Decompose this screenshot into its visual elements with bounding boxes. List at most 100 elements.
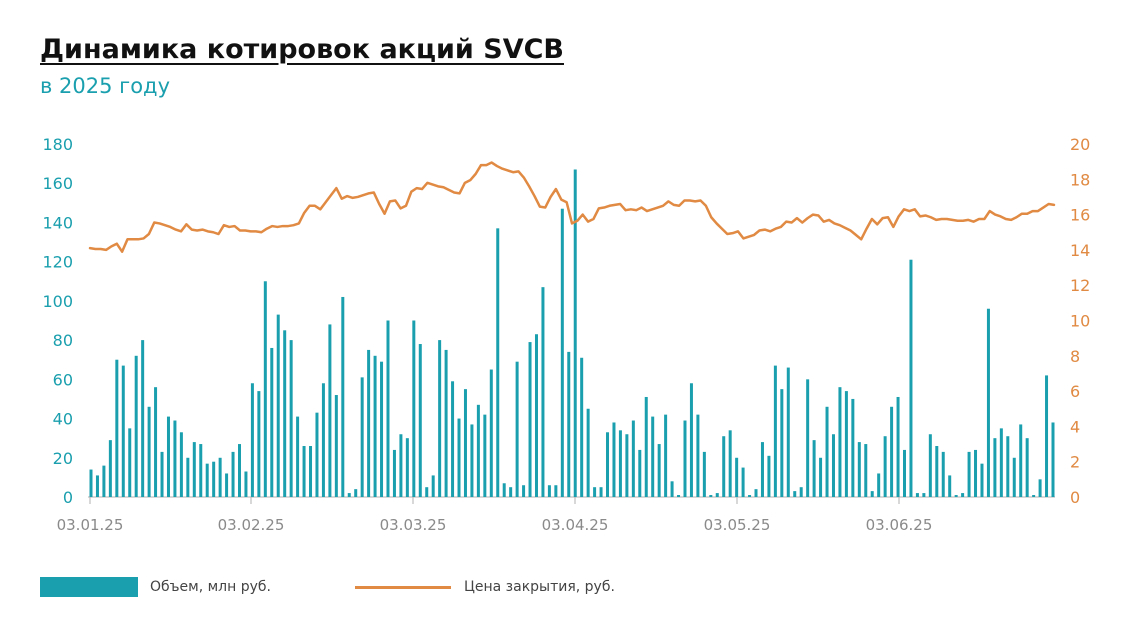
volume-bar <box>1025 438 1029 497</box>
volume-bar <box>593 487 597 497</box>
volume-bar <box>896 396 900 497</box>
y-right-tick-label: 4 <box>1070 417 1080 436</box>
volume-bar <box>367 349 371 497</box>
y-right-tick-label: 0 <box>1070 488 1080 507</box>
volume-bar <box>709 495 713 497</box>
y-right-tick-label: 8 <box>1070 347 1080 366</box>
volume-bar <box>670 481 674 497</box>
volume-bar <box>851 398 855 497</box>
volume-bar <box>380 361 384 497</box>
legend-price-label: Цена закрытия, руб. <box>464 579 615 595</box>
volume-bar <box>386 320 390 497</box>
volume-bar <box>418 344 422 497</box>
y-right-tick-label: 10 <box>1070 312 1090 331</box>
volume-bar <box>257 391 261 497</box>
volume-bar <box>980 463 984 497</box>
volume-bar <box>819 457 823 497</box>
volume-bar <box>890 406 894 497</box>
volume-bar <box>961 493 965 497</box>
volume-bar <box>1032 495 1036 497</box>
volume-bar <box>812 440 816 497</box>
volume-bar <box>438 340 442 497</box>
y-left-tick-label: 40 <box>53 410 73 429</box>
volume-bar <box>760 442 764 497</box>
volume-bar <box>373 355 377 497</box>
volume-bar <box>238 444 241 497</box>
x-tick-label: 03.03.25 <box>380 516 447 534</box>
volume-bar <box>903 449 906 497</box>
y-left-tick-label: 0 <box>63 488 73 507</box>
volume-bar <box>974 449 978 497</box>
volume-bar <box>954 495 958 497</box>
volume-bar <box>754 489 758 497</box>
volume-bar <box>102 465 106 497</box>
volume-bar <box>606 432 610 497</box>
volume-bar <box>638 449 642 497</box>
volume-bar <box>392 449 396 497</box>
volume-bar <box>935 446 939 497</box>
volume-bar <box>321 383 325 497</box>
volume-bar <box>599 487 603 497</box>
chart-subtitle: в 2025 году <box>40 74 170 98</box>
volume-bar <box>483 414 487 497</box>
volume-bar <box>431 475 435 497</box>
volume-bar <box>554 485 558 497</box>
volume-bar <box>502 483 506 497</box>
volume-bar <box>166 416 170 497</box>
volume-bar <box>309 446 313 497</box>
volume-bar <box>154 387 158 497</box>
volume-bar <box>121 365 125 497</box>
x-tick-label: 03.02.25 <box>218 516 285 534</box>
volume-bar <box>728 430 732 497</box>
volume-bar <box>134 355 138 497</box>
volume-bar <box>1038 479 1042 497</box>
volume-bar <box>1006 436 1010 497</box>
volume-bar <box>928 434 932 497</box>
volume-bar <box>922 493 926 497</box>
volume-bar <box>399 434 403 497</box>
volume-bar <box>115 359 119 497</box>
volume-bar <box>412 320 416 497</box>
volume-bar <box>793 491 797 497</box>
volume-bar <box>515 361 519 497</box>
y-right-tick-label: 12 <box>1070 276 1090 295</box>
volume-bar <box>567 351 571 497</box>
volume-bar <box>173 420 177 497</box>
y-left-tick-label: 80 <box>53 331 73 350</box>
volume-bar <box>496 228 500 497</box>
volume-bar <box>735 457 739 497</box>
volume-bar <box>806 379 810 497</box>
volume-bar <box>341 296 345 497</box>
volume-bar <box>580 357 584 497</box>
volume-bar <box>767 455 771 497</box>
volume-bar <box>651 416 655 497</box>
volume-bar <box>522 485 526 497</box>
volume-bar <box>534 334 538 497</box>
y-right-tick-label: 20 <box>1070 135 1090 154</box>
y-right-tick-label: 18 <box>1070 170 1090 189</box>
volume-bar <box>625 434 629 497</box>
volume-bar <box>179 432 183 497</box>
volume-bar <box>877 473 881 497</box>
volume-bar <box>586 408 590 497</box>
volume-bar <box>108 440 112 497</box>
volume-bar <box>741 467 745 497</box>
volume-bar <box>1051 422 1055 497</box>
volume-bar <box>993 438 997 497</box>
volume-bar <box>270 347 274 497</box>
volume-bar <box>199 444 203 497</box>
volume-bar <box>205 463 209 497</box>
volume-bar <box>857 442 861 497</box>
volume-bar <box>864 444 868 497</box>
volume-bar <box>141 340 145 497</box>
volume-bar <box>541 287 545 497</box>
volume-bar <box>825 406 829 497</box>
volume-bar <box>941 451 945 497</box>
volume-bar <box>225 473 229 497</box>
volume-bar <box>95 475 99 497</box>
volume-bar <box>128 428 132 497</box>
volume-bar <box>722 436 726 497</box>
volume-bar <box>786 367 790 497</box>
volume-bar <box>250 383 254 497</box>
volume-bar <box>696 414 700 497</box>
